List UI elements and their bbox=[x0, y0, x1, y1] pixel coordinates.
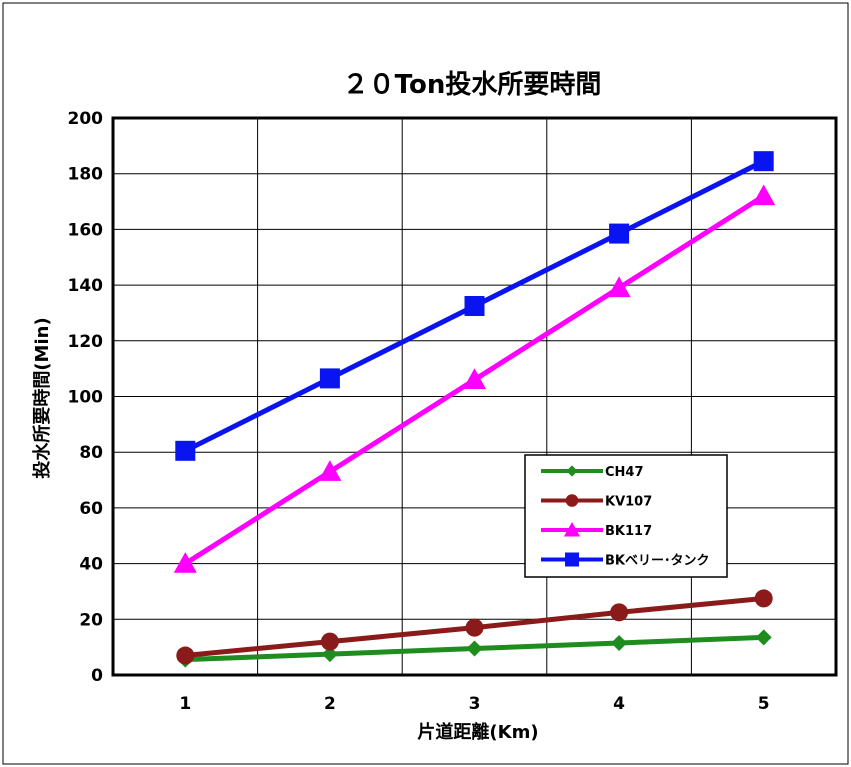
data-point bbox=[463, 368, 486, 389]
y-tick-label: 20 bbox=[79, 610, 103, 630]
legend-swatch-marker bbox=[566, 465, 578, 477]
y-tick-label: 60 bbox=[79, 499, 103, 519]
data-point bbox=[173, 552, 197, 573]
data-point bbox=[465, 618, 484, 637]
x-axis-title: 片道距離(Km) bbox=[417, 721, 538, 743]
legend: CH47 KV107 BK117 BKベリー･タンク bbox=[524, 454, 728, 578]
legend-item: KV107 bbox=[541, 494, 652, 510]
legend-swatch-marker bbox=[565, 494, 579, 507]
data-point bbox=[321, 646, 338, 663]
legend-swatch-marker bbox=[565, 552, 579, 567]
y-axis-title: 投水所要時間(Min) bbox=[31, 317, 53, 478]
x-tick-label: 2 bbox=[324, 694, 336, 714]
data-point bbox=[464, 295, 485, 316]
legend-label: BKベリー･タンク bbox=[605, 554, 709, 569]
data-point bbox=[755, 629, 772, 646]
x-tick-labels: 1 2 3 4 5 bbox=[179, 694, 769, 714]
data-point bbox=[466, 640, 483, 657]
legend-item: BKベリー･タンク bbox=[541, 552, 709, 569]
series-bk bbox=[175, 151, 774, 461]
data-point bbox=[610, 603, 629, 622]
data-point bbox=[752, 184, 776, 206]
y-tick-label: 200 bbox=[68, 109, 104, 129]
x-tick-label: 4 bbox=[613, 694, 625, 714]
legend-label: BK117 bbox=[605, 524, 652, 539]
legend-swatch-marker bbox=[563, 521, 581, 537]
series-bk117 bbox=[173, 184, 776, 573]
legend-item: CH47 bbox=[541, 465, 644, 480]
legend-box bbox=[524, 454, 728, 578]
y-tick-label: 40 bbox=[79, 555, 103, 575]
legend-item: BK117 bbox=[541, 521, 652, 539]
data-point bbox=[611, 634, 628, 651]
y-tick-label: 80 bbox=[79, 443, 103, 463]
data-point bbox=[318, 460, 342, 481]
data-point bbox=[754, 589, 773, 608]
chart-title: ２０Ton投水所要時間 bbox=[343, 70, 602, 100]
y-tick-label: 160 bbox=[68, 220, 104, 240]
legend-label: KV107 bbox=[605, 495, 652, 510]
data-point bbox=[609, 223, 630, 244]
y-tick-label: 140 bbox=[68, 276, 104, 296]
y-tick-label: 180 bbox=[68, 165, 104, 185]
data-point bbox=[176, 646, 195, 665]
data-point bbox=[319, 368, 340, 389]
x-tick-label: 3 bbox=[469, 694, 481, 714]
data-point bbox=[753, 151, 774, 172]
series-layer bbox=[173, 151, 776, 668]
plot-area-border bbox=[111, 116, 838, 677]
grid-layer bbox=[113, 118, 836, 675]
legend-label: CH47 bbox=[605, 465, 644, 480]
plot-border bbox=[111, 116, 838, 677]
y-tick-label: 120 bbox=[68, 332, 104, 352]
y-tick-labels: 0 20 40 60 80 100 120 140 160 180 200 bbox=[68, 109, 104, 686]
x-tick-label: 1 bbox=[179, 694, 191, 714]
data-point bbox=[607, 276, 631, 298]
y-tick-label: 0 bbox=[91, 666, 103, 686]
data-point bbox=[175, 440, 196, 461]
y-tick-label: 100 bbox=[68, 388, 104, 408]
x-tick-label: 5 bbox=[758, 694, 770, 714]
data-point bbox=[320, 632, 339, 651]
series-kv107 bbox=[176, 589, 773, 665]
